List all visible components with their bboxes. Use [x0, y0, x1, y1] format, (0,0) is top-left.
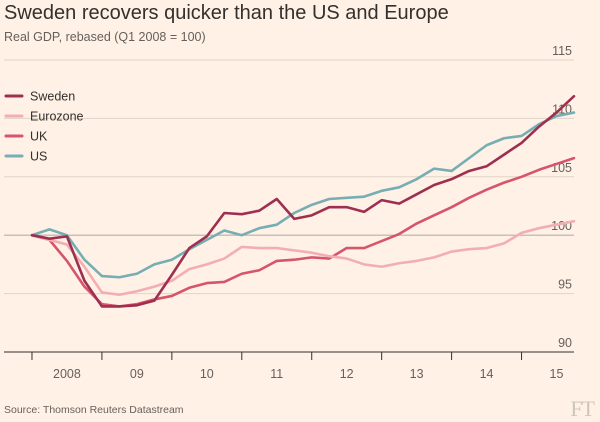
y-tick-label: 115: [552, 44, 572, 58]
y-tick-label: 95: [558, 278, 572, 292]
y-tick-label: 90: [558, 336, 572, 350]
x-tick-label: 15: [550, 367, 564, 381]
x-tick-label: 10: [200, 367, 214, 381]
legend-label-eurozone: Eurozone: [30, 110, 84, 124]
chart-title: Sweden recovers quicker than the US and …: [4, 2, 449, 24]
legend-label-sweden: Sweden: [30, 90, 75, 104]
legend-label-us: US: [30, 150, 47, 164]
series-line-uk: [30, 156, 576, 308]
series-layer: [30, 94, 576, 308]
series-line-us: [30, 111, 576, 279]
series-line-eurozone: [30, 219, 576, 297]
legend: Sweden Eurozone UK US: [4, 90, 84, 164]
x-tick-label: 09: [130, 367, 144, 381]
ft-logo: FT: [570, 396, 595, 421]
x-tick-label: 2008: [53, 367, 81, 381]
x-tick-label: 13: [410, 367, 424, 381]
chart-subtitle: Real GDP, rebased (Q1 2008 = 100): [4, 30, 206, 44]
x-tick-label: 14: [480, 367, 494, 381]
x-tick-label: 11: [270, 367, 283, 381]
legend-label-uk: UK: [30, 130, 48, 144]
x-tick-label: 12: [340, 367, 354, 381]
series-line-sweden: [30, 94, 576, 308]
source-note: Source: Thomson Reuters Datastream: [4, 404, 184, 416]
x-axis: 2008 09 10 11 12 13 14 15: [4, 351, 574, 381]
